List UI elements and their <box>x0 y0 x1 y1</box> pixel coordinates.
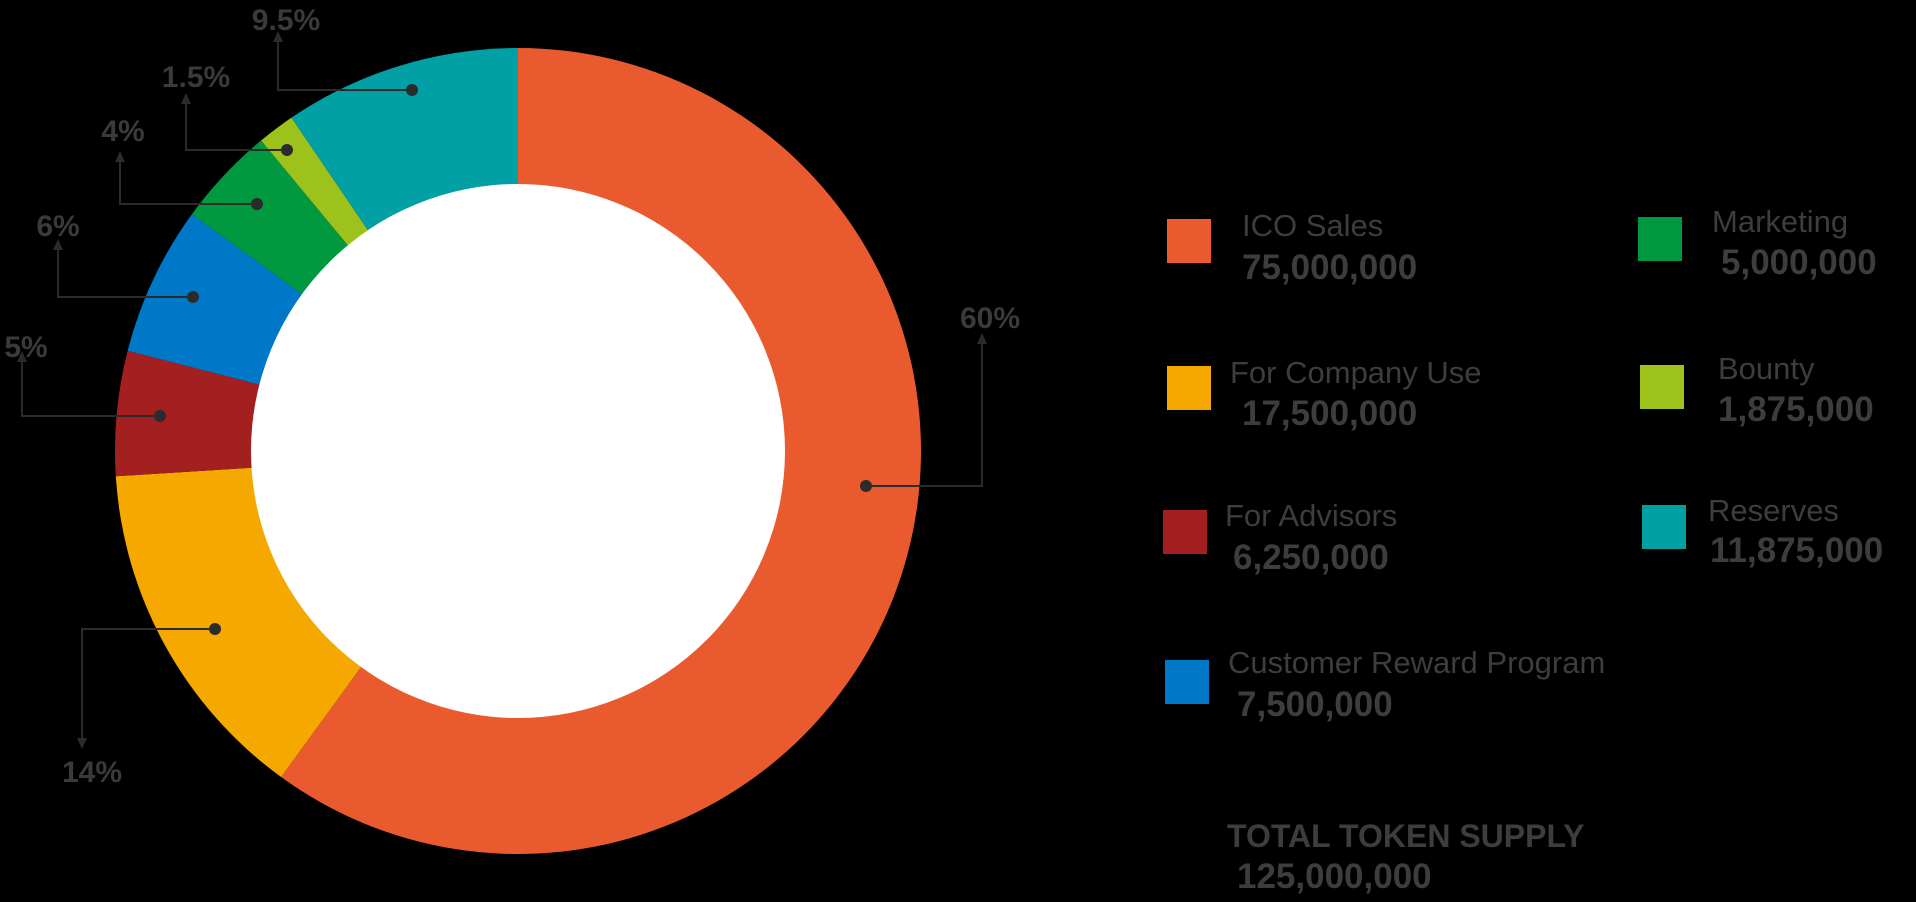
arrow-up-icon <box>273 31 283 42</box>
legend-value-customer-reward-program: 7,500,000 <box>1237 685 1393 724</box>
legend-swatch-bounty <box>1640 365 1684 409</box>
legend-value-for-company-use: 17,500,000 <box>1242 394 1418 433</box>
arrow-up-icon <box>115 151 125 162</box>
arrow-up-icon <box>17 351 27 362</box>
legend-label-for-advisors: For Advisors <box>1225 498 1398 533</box>
callout-line <box>866 342 983 487</box>
donut-hole <box>251 184 785 718</box>
legend-value-reserves: 11,875,000 <box>1710 531 1884 570</box>
percent-label: 9.5% <box>252 4 320 37</box>
legend-swatch-reserves <box>1642 505 1686 549</box>
legend-label-reserves: Reserves <box>1708 493 1839 528</box>
legend-value-ico-sales: 75,000,000 <box>1242 248 1418 287</box>
legend-swatch-marketing <box>1638 217 1682 261</box>
callout-dot <box>406 84 418 96</box>
legend-value-for-advisors: 6,250,000 <box>1233 538 1389 577</box>
callout-dot <box>209 623 221 635</box>
percent-label: 6% <box>36 210 79 243</box>
callout-dot <box>281 144 293 156</box>
legend-label-bounty: Bounty <box>1718 351 1815 386</box>
legend-swatch-for-advisors <box>1163 510 1207 554</box>
total-supply-label: TOTAL TOKEN SUPPLY <box>1227 818 1585 854</box>
callout-line <box>57 248 193 298</box>
callout-line <box>21 360 160 417</box>
percent-label: 5% <box>4 331 47 364</box>
legend-value-bounty: 1,875,000 <box>1718 390 1874 429</box>
percent-label: 4% <box>101 115 144 148</box>
arrow-up-icon <box>53 239 63 250</box>
callout-dot <box>154 410 166 422</box>
callout-dot <box>860 480 872 492</box>
percent-label: 14% <box>62 756 122 789</box>
legend-value-marketing: 5,000,000 <box>1721 243 1877 282</box>
legend-label-marketing: Marketing <box>1712 204 1849 239</box>
callout-dot <box>251 198 263 210</box>
callout-line <box>119 160 257 205</box>
percent-callouts: 60% 14% 5% 6% 4% 1.5% 9.5% <box>4 4 1020 789</box>
legend-label-for-company-use: For Company Use <box>1230 355 1482 390</box>
legend-label-ico-sales: ICO Sales <box>1242 208 1384 243</box>
arrow-down-icon <box>77 738 87 749</box>
total-supply-value: 125,000,000 <box>1237 857 1432 896</box>
arrow-up-icon <box>181 93 191 104</box>
callout-line <box>185 102 287 151</box>
legend-swatch-customer-reward-program <box>1165 660 1209 704</box>
legend-swatch-for-company-use <box>1167 366 1211 410</box>
legend-swatch-ico-sales <box>1167 219 1211 263</box>
callout-line <box>81 628 215 740</box>
arrow-up-icon <box>977 333 987 344</box>
percent-label: 1.5% <box>162 61 230 94</box>
legend-label-customer-reward-program: Customer Reward Program <box>1228 645 1606 680</box>
percent-label: 60% <box>960 302 1020 335</box>
callout-line <box>277 40 412 91</box>
callout-dot <box>187 291 199 303</box>
